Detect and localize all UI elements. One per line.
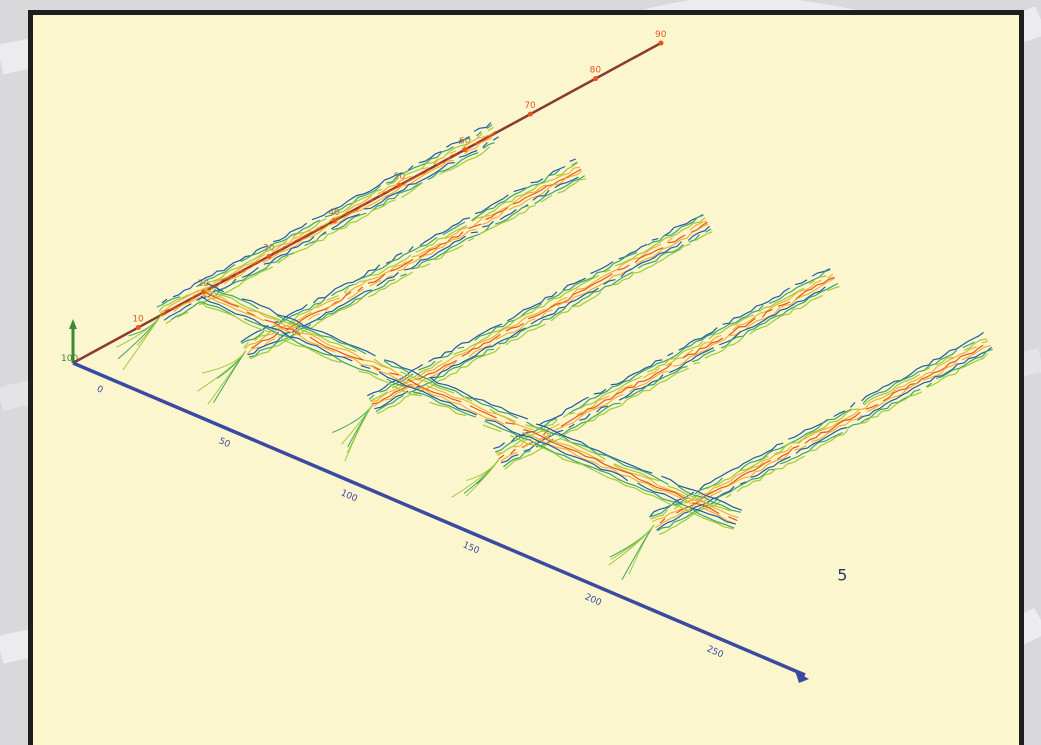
data-point-trace: [204, 289, 740, 516]
data-point-trace: [609, 524, 655, 558]
depth-axis-tick: [593, 76, 599, 82]
data-point-trace: [198, 300, 734, 530]
length-axis-tick-label: 200: [583, 592, 603, 608]
data-point-trace: [496, 272, 832, 453]
depth-axis-tick-label: 20: [198, 279, 210, 289]
data-series: [197, 158, 587, 405]
data-point-trace: [376, 231, 713, 415]
depth-axis-tick-label: 80: [590, 66, 602, 76]
data-point-trace: [213, 289, 741, 513]
data-point-trace: [656, 346, 992, 531]
data-point-trace: [649, 332, 984, 518]
depth-axis-line: [72, 41, 662, 365]
data-point-trace: [493, 268, 831, 450]
data-point-trace: [332, 404, 373, 434]
data-point-trace: [201, 293, 737, 525]
data-point-trace: [159, 130, 497, 314]
data-point-trace: [161, 122, 492, 304]
depth-axis-tick: [527, 111, 533, 117]
data-point-trace: [496, 273, 834, 457]
length-axis-tick-label: 100: [339, 488, 359, 504]
length-axis-tick-label: 250: [705, 644, 725, 660]
data-point-trace: [656, 348, 993, 532]
vertical-axis-label: 100: [61, 354, 78, 364]
depth-axis-tick: [658, 40, 664, 46]
depth-axis-tick-label: 70: [524, 101, 536, 111]
data-point-trace: [375, 228, 712, 413]
data-point-trace: [650, 338, 988, 520]
data-series: [608, 332, 994, 581]
vertical-axis-arrow: [69, 319, 77, 329]
depth-axis-tick-label: 50: [394, 172, 406, 182]
data-point-trace: [370, 220, 707, 403]
data-point-trace: [240, 158, 576, 343]
data-point-trace: [158, 126, 494, 312]
data-point-trace: [610, 524, 655, 560]
data-point-trace: [628, 524, 655, 575]
plot-frame: 100 10 20 30 40 50 60 70 80 90 0 50 100 150 200 250 5: [28, 10, 1024, 745]
data-point-trace: [504, 285, 840, 470]
data-point-trace: [197, 350, 247, 392]
data-point-trace: [368, 214, 704, 400]
data-point-trace: [344, 404, 373, 462]
data-point-trace: [654, 345, 991, 529]
data-series: [198, 282, 742, 530]
data-point-trace: [371, 221, 708, 405]
data-point-trace: [251, 168, 582, 349]
data-point-trace: [451, 458, 500, 498]
data-point-trace: [156, 124, 493, 308]
data-point-trace: [660, 342, 989, 523]
data-point-trace: [341, 404, 373, 445]
data-point-trace: [621, 524, 655, 581]
data-series: [116, 122, 501, 371]
depth-axis-tick: [266, 253, 272, 259]
data-point-trace: [241, 161, 578, 345]
depth-axis-tick: [135, 324, 141, 330]
length-axis-line: [72, 361, 806, 677]
data-point-trace: [498, 276, 835, 460]
length-axis-tick-label: 50: [217, 436, 232, 450]
data-point-trace: [503, 282, 839, 468]
data-point-trace: [650, 336, 986, 517]
depth-axis-tick-label: 10: [132, 314, 144, 324]
depth-axis-tick-label: 60: [459, 137, 471, 147]
data-point-trace: [206, 282, 742, 511]
data-point-trace: [198, 300, 735, 529]
length-axis-tick-label: 150: [461, 540, 481, 556]
data-point-trace: [500, 277, 836, 463]
data-point-trace: [136, 314, 162, 346]
data-point-trace: [465, 458, 500, 497]
data-point-trace: [659, 352, 994, 535]
depth-axis-tick-label: 30: [263, 243, 275, 253]
data-point-trace: [651, 340, 989, 523]
data-point-trace: [246, 170, 583, 355]
data-point-trace: [374, 225, 710, 410]
data-point-trace: [203, 288, 739, 519]
data-point-trace: [249, 178, 587, 360]
data-point-trace: [372, 223, 709, 407]
data-point-trace: [248, 175, 586, 358]
chart-annotation: 5: [837, 566, 847, 585]
length-axis-tick-label: 0: [95, 384, 105, 396]
length-axis-arrow: [795, 671, 809, 683]
depth-axis-tick-label: 90: [655, 30, 667, 40]
data-series: [451, 268, 840, 498]
data-point-trace: [244, 166, 581, 350]
data-point-trace: [202, 290, 738, 522]
data-point-trace: [200, 295, 736, 525]
data-series: [332, 213, 713, 462]
data-point-trace: [495, 269, 831, 453]
